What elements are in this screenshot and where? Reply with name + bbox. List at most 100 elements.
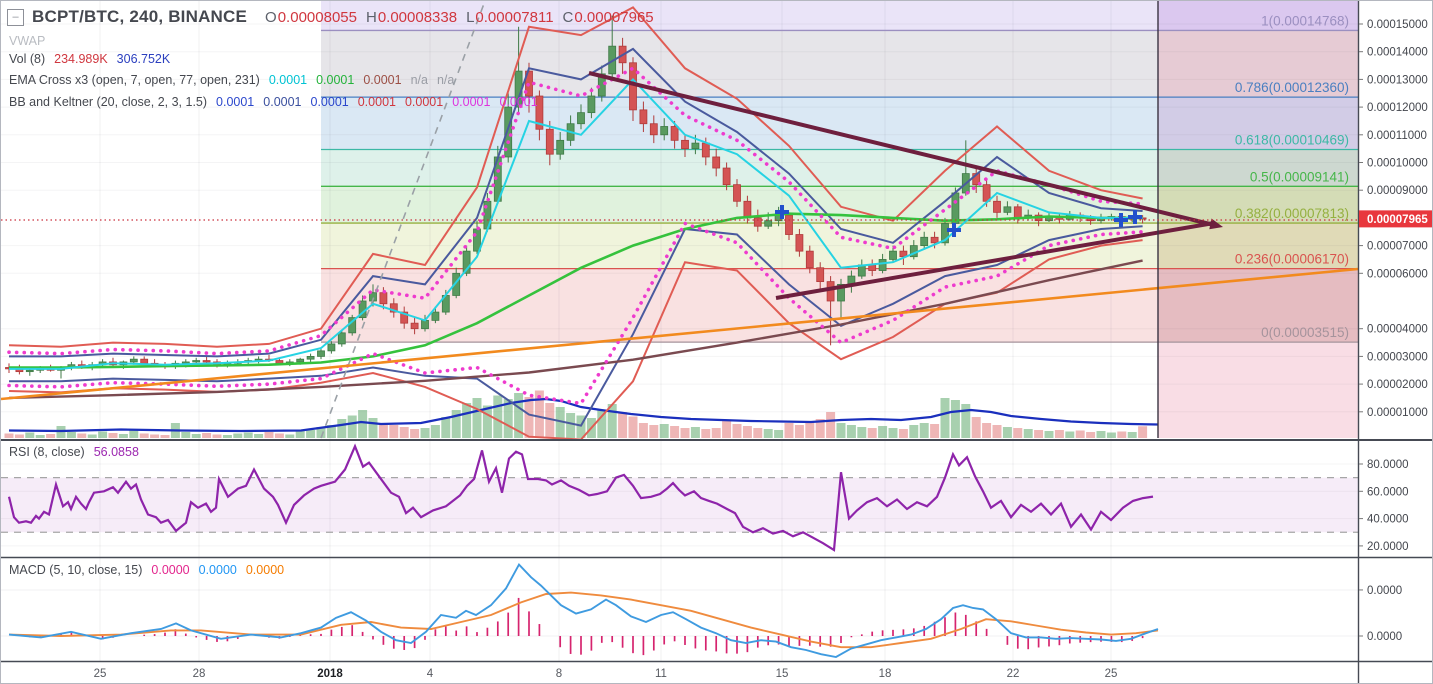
signal-markers: [775, 205, 1142, 237]
candle-body: [389, 303, 398, 313]
axis-tick-label: 20.0000: [1367, 541, 1409, 553]
candle-body: [462, 250, 471, 274]
volume-label: Vol (8): [9, 52, 46, 66]
dots-upper-line: [7, 66, 1145, 356]
volume-bar: [1023, 429, 1033, 438]
volume-bar: [326, 425, 336, 438]
volume-bar: [898, 429, 908, 438]
indicator-value: 0.0001: [310, 95, 349, 109]
time-tick-label: 22: [1007, 668, 1020, 680]
axis-labels[interactable]: 0.00015000 0.00014000 0.00013000 0.00012000…: [94, 19, 1428, 680]
indicator-value: 0.0000: [245, 563, 285, 577]
candle-body: [1013, 206, 1022, 219]
fib-bands: [321, 1, 1358, 438]
fib-level-label: 0.618(0.00010469): [1235, 133, 1349, 148]
volume-bar: [919, 423, 929, 438]
dots-lower-line: [7, 221, 1145, 406]
volume-bar: [1086, 432, 1096, 438]
fib-band-extension: [1158, 223, 1358, 269]
candle-body: [639, 109, 648, 125]
volume-bar: [794, 425, 804, 438]
volume-bar: [680, 428, 690, 438]
candle-body: [805, 250, 814, 269]
candle-body: [670, 126, 679, 141]
candle-body: [743, 200, 752, 219]
candle-body: [753, 217, 762, 227]
volume-bar: [638, 423, 648, 438]
volume-bar: [410, 429, 420, 438]
volume-ma-line: [8, 397, 1159, 433]
volume-bar: [35, 435, 45, 438]
volume-bar: [1034, 430, 1044, 438]
candle-body: [681, 139, 689, 150]
indicator-volume[interactable]: Vol (8) 234.989K 306.752K: [9, 52, 170, 66]
volume-bar: [867, 428, 877, 438]
volume-bar: [722, 420, 732, 438]
volume-bar: [160, 435, 170, 438]
indicator-value: 0.0001: [357, 95, 396, 109]
candle-body: [795, 234, 804, 252]
indicator-value: 0.0001: [363, 73, 402, 87]
cross-marker: [1133, 210, 1137, 224]
time-tick-label: 18: [879, 668, 892, 680]
volume-ma-value: 306.752K: [116, 52, 171, 66]
indicator-rsi[interactable]: RSI (8, close) 56.0858: [9, 445, 139, 459]
indicator-value: 0.0001: [216, 95, 255, 109]
volume-bar: [482, 405, 492, 438]
axis-tick-label: 0.00009000: [1367, 185, 1428, 197]
volume-bar: [243, 432, 253, 438]
volume-bar: [254, 434, 264, 438]
candle-body: [764, 220, 773, 227]
candle-body: [691, 142, 700, 150]
indicator-value: 0.0001: [452, 95, 491, 109]
volume-bar: [274, 433, 284, 438]
volume-bar: [1002, 427, 1012, 438]
volume-bar: [836, 423, 846, 438]
volume-bar: [316, 427, 326, 438]
volume-bar: [46, 434, 56, 438]
collapse-legend-icon[interactable]: –: [7, 8, 24, 26]
volume-bar: [524, 397, 534, 438]
chart-header[interactable]: – BCPT/BTC, 240, BINANCE O0.00008055 H0.…: [7, 7, 654, 27]
axis-tick-label: 40.0000: [1367, 514, 1409, 526]
time-tick-label: 28: [193, 668, 206, 680]
time-tick-label: 11: [655, 668, 667, 680]
volume-bar: [358, 410, 368, 438]
fib-level-label: 0.786(0.00012360): [1235, 80, 1349, 95]
candle-body: [192, 360, 201, 363]
candle-body: [1003, 206, 1012, 213]
volume-bar: [545, 403, 555, 438]
indicator-value: n/a: [436, 73, 455, 87]
cross-marker: [952, 223, 956, 237]
fib-band-extension: [1158, 342, 1358, 438]
indicator-value: 0.0001: [499, 95, 538, 109]
candle-body: [410, 322, 419, 330]
axis-tick-label: 0.0000: [1367, 631, 1402, 643]
fib-band: [321, 97, 1158, 150]
symbol-title[interactable]: BCPT/BTC, 240, BINANCE: [32, 7, 248, 26]
volume-bar: [462, 403, 472, 438]
volume-bar: [212, 434, 222, 438]
fib-level-label: 0.382(0.00007813): [1235, 206, 1349, 221]
candle-body: [431, 311, 440, 321]
macd-label: MACD (5, 10, close, 15): [9, 563, 143, 577]
volume-bar: [222, 435, 232, 438]
volume-bar: [950, 400, 960, 438]
volume-bar: [108, 433, 118, 438]
indicator-macd[interactable]: MACD (5, 10, close, 15) 0.0000 0.0000 0.00…: [9, 563, 284, 577]
rsi-pane: [1, 443, 1358, 552]
indicator-vwap[interactable]: VWAP: [9, 34, 45, 48]
indicator-ema-cross[interactable]: EMA Cross x3 (open, 7, open, 77, open, 2…: [9, 73, 454, 87]
indicator-bb-keltner[interactable]: BB and Keltner (20, close, 2, 3, 1.5) 0.…: [9, 95, 538, 109]
bb-keltner-values: 0.0001 0.0001 0.0001 0.0001 0.0001 0.0001 0.00…: [216, 95, 538, 109]
volume-bar: [753, 428, 763, 438]
high-label: H: [365, 8, 377, 26]
volume-bar: [566, 413, 576, 438]
candle-body: [545, 128, 554, 155]
vwap-label: VWAP: [9, 34, 46, 48]
volume-bar: [659, 424, 669, 438]
volume-bar: [493, 395, 503, 438]
volume-bar: [607, 404, 617, 438]
